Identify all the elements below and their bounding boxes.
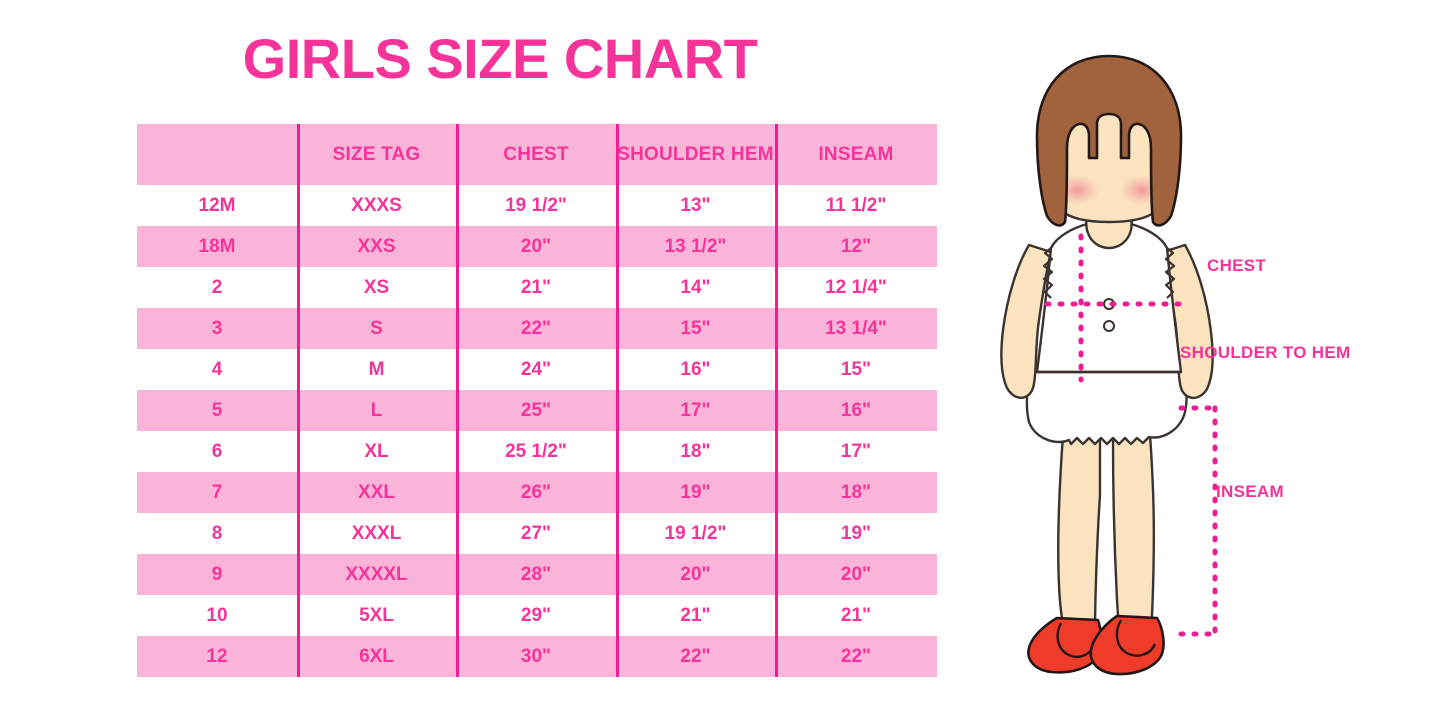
cell-size: 12M bbox=[137, 185, 297, 226]
table-row: 18M XXS 20" 13 1/2" 12" bbox=[137, 226, 937, 267]
cell-size-tag: S bbox=[297, 308, 456, 349]
cell-size-tag: M bbox=[297, 349, 456, 390]
measure-lines bbox=[1044, 233, 1220, 639]
cell-inseam: 21" bbox=[775, 595, 937, 636]
column-header-size-tag: SIZE TAG bbox=[297, 124, 456, 185]
cell-inseam: 11 1/2" bbox=[775, 185, 937, 226]
table-row: 8 XXXL 27" 19 1/2" 19" bbox=[137, 513, 937, 554]
cell-chest: 21" bbox=[456, 267, 616, 308]
page-title: GIRLS SIZE CHART bbox=[242, 27, 758, 90]
cell-chest: 25" bbox=[456, 390, 616, 431]
cell-chest: 24" bbox=[456, 349, 616, 390]
cell-chest: 28" bbox=[456, 554, 616, 595]
cell-inseam: 19" bbox=[775, 513, 937, 554]
skirt bbox=[1025, 366, 1188, 446]
table-header-row: SIZE TAG CHEST SHOULDER HEM INSEAM bbox=[137, 124, 937, 185]
table-row: 12 6XL 30" 22" 22" bbox=[137, 636, 937, 677]
cell-inseam: 16" bbox=[775, 390, 937, 431]
shoes-group bbox=[1027, 614, 1165, 676]
cell-size-tag: XXXXL bbox=[297, 554, 456, 595]
cell-size-tag: XXL bbox=[297, 472, 456, 513]
cell-inseam: 12 1/4" bbox=[775, 267, 937, 308]
cell-size-tag: 5XL bbox=[297, 595, 456, 636]
cell-shoulder-hem: 22" bbox=[616, 636, 775, 677]
cell-size: 9 bbox=[137, 554, 297, 595]
cell-size: 2 bbox=[137, 267, 297, 308]
cell-size: 3 bbox=[137, 308, 297, 349]
cell-size: 18M bbox=[137, 226, 297, 267]
cell-size: 5 bbox=[137, 390, 297, 431]
cell-chest: 29" bbox=[456, 595, 616, 636]
cell-size: 7 bbox=[137, 472, 297, 513]
cell-size-tag: XXXL bbox=[297, 513, 456, 554]
cell-size-tag: XXXS bbox=[297, 185, 456, 226]
cell-size-tag: XL bbox=[297, 431, 456, 472]
cell-chest: 27" bbox=[456, 513, 616, 554]
cell-size: 10 bbox=[137, 595, 297, 636]
cell-shoulder-hem: 18" bbox=[616, 431, 775, 472]
legs-group bbox=[1057, 433, 1156, 638]
cell-chest: 20" bbox=[456, 226, 616, 267]
table-header: SIZE TAG CHEST SHOULDER HEM INSEAM bbox=[137, 124, 937, 185]
cell-inseam: 20" bbox=[775, 554, 937, 595]
girl-illustration bbox=[985, 40, 1265, 700]
cell-size: 8 bbox=[137, 513, 297, 554]
cell-chest: 22" bbox=[456, 308, 616, 349]
cell-shoulder-hem: 19" bbox=[616, 472, 775, 513]
cell-size: 12 bbox=[137, 636, 297, 677]
cell-size-tag: XXS bbox=[297, 226, 456, 267]
cell-size-tag: 6XL bbox=[297, 636, 456, 677]
table-row: 3 S 22" 15" 13 1/4" bbox=[137, 308, 937, 349]
table-body: 12M XXXS 19 1/2" 13" 11 1/2" 18M XXS 20" 13 1/2"… bbox=[137, 185, 937, 677]
cell-shoulder-hem: 14" bbox=[616, 267, 775, 308]
cell-chest: 19 1/2" bbox=[456, 185, 616, 226]
cell-shoulder-hem: 13" bbox=[616, 185, 775, 226]
table-row: 9 XXXXL 28" 20" 20" bbox=[137, 554, 937, 595]
cell-size: 4 bbox=[137, 349, 297, 390]
measure-label-inseam: INSEAM bbox=[1216, 482, 1284, 501]
cell-shoulder-hem: 15" bbox=[616, 308, 775, 349]
cell-inseam: 13 1/4" bbox=[775, 308, 937, 349]
table-row: 4 M 24" 16" 15" bbox=[137, 349, 937, 390]
table-row: 7 XXL 26" 19" 18" bbox=[137, 472, 937, 513]
cell-inseam: 18" bbox=[775, 472, 937, 513]
cell-inseam: 17" bbox=[775, 431, 937, 472]
cell-size-tag: XS bbox=[297, 267, 456, 308]
column-header-chest: CHEST bbox=[456, 124, 616, 185]
cell-shoulder-hem: 21" bbox=[616, 595, 775, 636]
table-row: 12M XXXS 19 1/2" 13" 11 1/2" bbox=[137, 185, 937, 226]
size-chart-table: SIZE TAG CHEST SHOULDER HEM INSEAM 12M XX… bbox=[137, 124, 937, 677]
column-header-inseam: INSEAM bbox=[775, 124, 937, 185]
cell-chest: 30" bbox=[456, 636, 616, 677]
measure-label-shoulder-to-hem: SHOULDER TO HEM bbox=[1180, 343, 1351, 362]
column-header-shoulder-hem: SHOULDER HEM bbox=[616, 124, 775, 185]
cell-chest: 25 1/2" bbox=[456, 431, 616, 472]
column-header-size bbox=[137, 124, 297, 185]
cell-shoulder-hem: 17" bbox=[616, 390, 775, 431]
cell-chest: 26" bbox=[456, 472, 616, 513]
cell-inseam: 22" bbox=[775, 636, 937, 677]
cell-shoulder-hem: 20" bbox=[616, 554, 775, 595]
table-row: 5 L 25" 17" 16" bbox=[137, 390, 937, 431]
measure-label-chest: CHEST bbox=[1207, 256, 1267, 275]
head-group bbox=[1035, 54, 1183, 250]
table-row: 2 XS 21" 14" 12 1/4" bbox=[137, 267, 937, 308]
cell-shoulder-hem: 19 1/2" bbox=[616, 513, 775, 554]
cell-shoulder-hem: 13 1/2" bbox=[616, 226, 775, 267]
cell-shoulder-hem: 16" bbox=[616, 349, 775, 390]
table-row: 6 XL 25 1/2" 18" 17" bbox=[137, 431, 937, 472]
cell-size: 6 bbox=[137, 431, 297, 472]
cell-inseam: 15" bbox=[775, 349, 937, 390]
cell-size-tag: L bbox=[297, 390, 456, 431]
cell-inseam: 12" bbox=[775, 226, 937, 267]
table-row: 10 5XL 29" 21" 21" bbox=[137, 595, 937, 636]
